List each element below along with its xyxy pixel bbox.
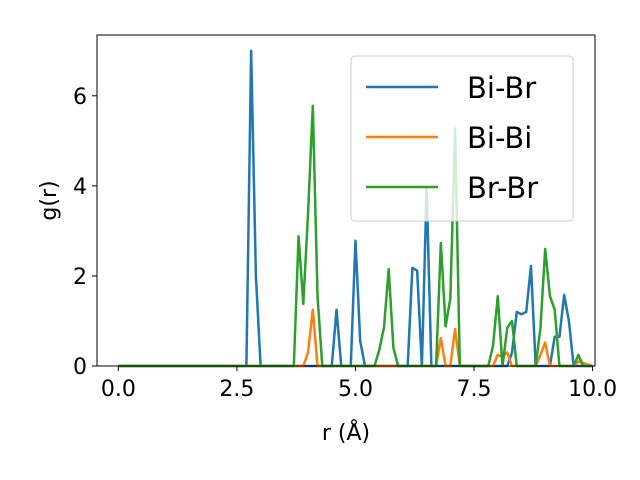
y-tick-label: 0 xyxy=(73,355,87,380)
ticks-layer: 0.0 2.5 5.0 7.5 10.0 0 2 4 6 xyxy=(73,85,617,402)
series-line-bi-br xyxy=(118,49,593,368)
x-tick-label: 5.0 xyxy=(338,377,373,402)
legend-box xyxy=(350,55,574,222)
legend: Bi-Br Bi-Bi Br-Br xyxy=(350,55,574,222)
y-axis-label: g(r) xyxy=(37,180,62,220)
x-tick-label: 10.0 xyxy=(568,377,617,402)
series-line-bi-bi xyxy=(118,308,594,368)
x-tick-label: 0.0 xyxy=(101,377,136,402)
legend-label-br-br: Br-Br xyxy=(467,171,538,205)
y-tick-label: 4 xyxy=(73,175,87,200)
x-axis-label: r (Å) xyxy=(322,419,370,446)
y-tick-label: 2 xyxy=(73,265,87,290)
legend-label-bi-br: Bi-Br xyxy=(467,71,536,105)
x-tick-label: 2.5 xyxy=(219,377,254,402)
x-tick-label: 7.5 xyxy=(457,377,492,402)
legend-label-bi-bi: Bi-Bi xyxy=(467,121,532,155)
y-tick-label: 6 xyxy=(73,85,87,110)
plot-frame xyxy=(96,34,596,367)
